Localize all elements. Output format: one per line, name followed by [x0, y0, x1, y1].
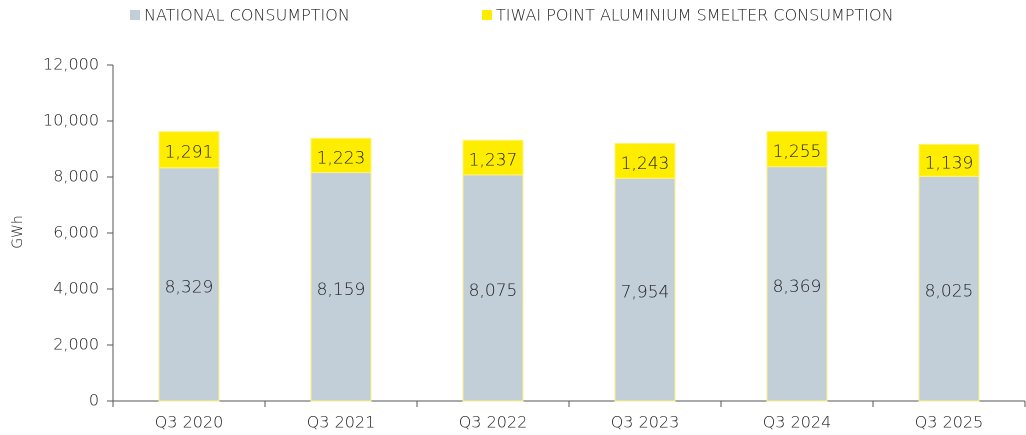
data-label: 1,223 — [317, 148, 366, 168]
y-tick-label: 12,000 — [43, 55, 99, 74]
x-tick-label: Q3 2024 — [763, 413, 832, 432]
y-tick-label: 6,000 — [53, 223, 99, 242]
legend-label: NATIONAL CONSUMPTION — [144, 6, 350, 25]
x-tick-label: Q3 2020 — [155, 413, 224, 432]
data-label: 8,369 — [773, 277, 822, 297]
legend-swatch — [130, 10, 140, 20]
data-label: 8,025 — [925, 282, 974, 302]
bar-segment — [614, 177, 676, 402]
data-label: 7,954 — [621, 283, 670, 303]
data-label: 8,075 — [469, 281, 518, 301]
bar-segment — [310, 137, 372, 174]
x-tick-label: Q3 2023 — [611, 413, 680, 432]
data-label: 1,243 — [621, 154, 670, 174]
y-axis-label: GWh — [10, 215, 26, 249]
bar-segment — [918, 175, 980, 402]
y-tick-label: 4,000 — [53, 279, 99, 298]
bar-segment — [310, 172, 372, 402]
y-tick-label: 10,000 — [43, 111, 99, 130]
y-tick-label: 2,000 — [53, 335, 99, 354]
data-label: 8,329 — [165, 277, 214, 297]
bar-segment — [766, 166, 828, 402]
data-label: 1,237 — [469, 151, 518, 171]
bar-segment — [462, 174, 524, 402]
data-label: 1,291 — [165, 143, 214, 163]
x-tick-label: Q3 2021 — [307, 413, 376, 432]
bar-segment — [766, 131, 828, 168]
bar-segment — [462, 139, 524, 176]
bar-segment — [158, 167, 220, 402]
x-tick-label: Q3 2025 — [915, 413, 984, 432]
bar-segment — [158, 131, 220, 169]
data-label: 8,159 — [317, 280, 366, 300]
data-label: 1,255 — [773, 142, 822, 162]
x-tick-label: Q3 2022 — [459, 413, 528, 432]
bar-segment — [614, 142, 676, 179]
legend-label: TIWAI POINT ALUMINIUM SMELTER CONSUMPTIO… — [496, 6, 894, 25]
legend-swatch — [482, 10, 492, 20]
y-tick-label: 0 — [89, 391, 99, 410]
y-tick-label: 8,000 — [53, 167, 99, 186]
data-label: 1,139 — [925, 153, 974, 173]
bar-segment — [918, 143, 980, 177]
